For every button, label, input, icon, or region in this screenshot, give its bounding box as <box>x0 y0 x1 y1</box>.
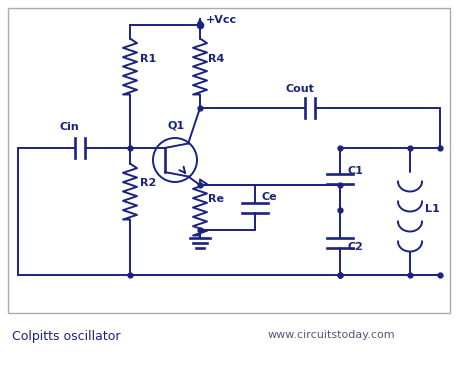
Bar <box>8 8 450 313</box>
Text: Colpitts oscillator: Colpitts oscillator <box>12 330 120 343</box>
Text: Q1: Q1 <box>167 120 184 130</box>
Text: +Vcc: +Vcc <box>206 15 237 25</box>
Text: Cin: Cin <box>60 122 80 132</box>
Text: R4: R4 <box>208 54 224 64</box>
Text: C2: C2 <box>348 242 364 253</box>
Text: L1: L1 <box>425 204 440 214</box>
Text: R2: R2 <box>140 178 156 188</box>
Text: C1: C1 <box>348 166 364 176</box>
Text: Ce: Ce <box>261 192 277 201</box>
Text: Cout: Cout <box>285 84 314 94</box>
Text: R1: R1 <box>140 54 156 64</box>
Text: Re: Re <box>208 195 224 204</box>
Text: www.circuitstoday.com: www.circuitstoday.com <box>268 330 396 340</box>
